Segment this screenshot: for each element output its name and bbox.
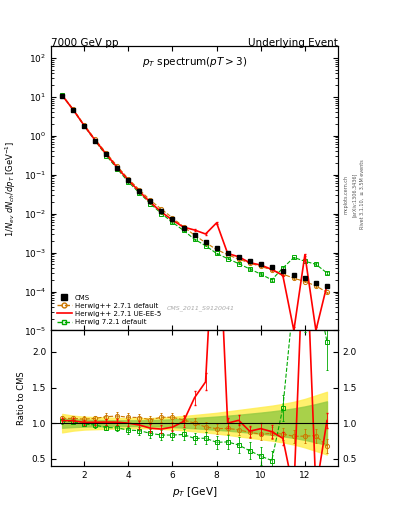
Text: $p_T$ spectrum$(pT > 3)$: $p_T$ spectrum$(pT > 3)$	[142, 55, 247, 69]
Text: Rivet 3.1.10,  ≥ 3.5M events: Rivet 3.1.10, ≥ 3.5M events	[360, 160, 365, 229]
Text: Underlying Event: Underlying Event	[248, 38, 338, 49]
Text: [arXiv:1306.3436]: [arXiv:1306.3436]	[352, 173, 357, 217]
Legend: CMS, Herwig++ 2.7.1 default, Herwig++ 2.7.1 UE-EE-5, Herwig 7.2.1 default: CMS, Herwig++ 2.7.1 default, Herwig++ 2.…	[55, 292, 163, 327]
Y-axis label: Ratio to CMS: Ratio to CMS	[17, 371, 26, 425]
Text: mcplots.cern.ch: mcplots.cern.ch	[344, 175, 349, 214]
X-axis label: $p_T$ [GeV]: $p_T$ [GeV]	[172, 485, 217, 499]
Text: CMS_2011_S9120041: CMS_2011_S9120041	[166, 305, 234, 311]
Text: 7000 GeV pp: 7000 GeV pp	[51, 38, 119, 49]
Y-axis label: $1/N_{ev}\;dN_{ch}/dp_T\;[\mathrm{GeV}^{-1}]$: $1/N_{ev}\;dN_{ch}/dp_T\;[\mathrm{GeV}^{…	[4, 140, 18, 237]
